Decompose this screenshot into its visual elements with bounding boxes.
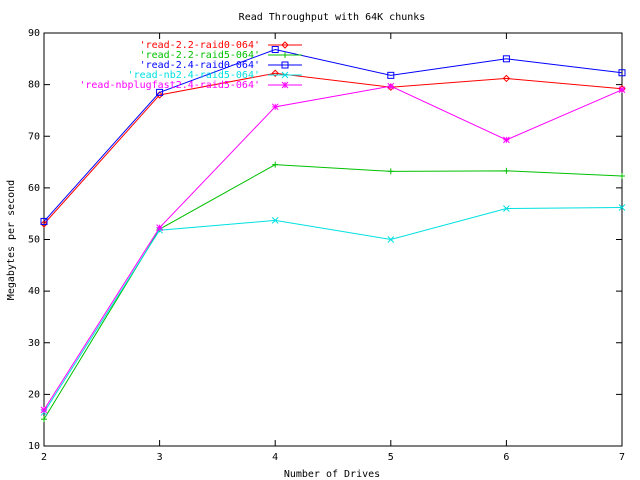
data-point: [271, 103, 279, 111]
y-tick-label: 60: [28, 183, 40, 194]
x-tick-label: 6: [503, 452, 509, 463]
series-line: [43, 72, 623, 225]
legend-label: 'read-nb2.4-raid5-064': [128, 70, 260, 81]
data-point: [387, 168, 394, 175]
data-point: [40, 406, 48, 414]
legend: 'read-2.2-raid0-064''read-2.2-raid5-064'…: [79, 40, 302, 91]
legend-marker: [281, 41, 289, 49]
legend-label: 'read-nbplugfast2.4-raid5-064': [79, 80, 260, 91]
y-tick-label: 90: [28, 28, 40, 39]
y-axis-label: Megabytes per second: [6, 180, 17, 300]
y-tick-label: 70: [28, 131, 40, 142]
legend-label: 'read-2.2-raid5-064': [140, 50, 260, 61]
y-tick-label: 40: [28, 286, 40, 297]
series-line: [43, 85, 623, 411]
data-point: [156, 88, 164, 96]
legend-marker: [281, 61, 289, 69]
y-tick-label: 10: [28, 441, 40, 452]
x-axis-label: Number of Drives: [284, 469, 380, 480]
data-point: [387, 71, 395, 79]
data-point: [271, 46, 279, 54]
data-point: [387, 236, 395, 243]
y-tick-label: 50: [28, 235, 40, 246]
legend-marker: [281, 81, 289, 89]
data-point: [271, 69, 279, 77]
x-tick-label: 2: [41, 452, 47, 463]
legend-marker: [281, 71, 289, 79]
data-point: [40, 217, 48, 225]
x-tick-label: 7: [619, 452, 625, 463]
data-point: [618, 86, 626, 94]
x-tick-label: 4: [272, 452, 278, 463]
data-point: [271, 217, 279, 224]
legend-label: 'read-2.2-raid0-064': [140, 40, 260, 51]
data-point: [156, 224, 163, 231]
y-tick-label: 80: [28, 80, 40, 91]
data-point: [618, 204, 626, 211]
data-point: [41, 416, 47, 423]
series-line: [43, 48, 623, 222]
series-group: [40, 46, 626, 423]
data-point: [619, 173, 625, 180]
data-point: [503, 167, 510, 174]
chart-title: Read Throughput with 64K chunks: [239, 12, 426, 23]
data-point: [40, 220, 48, 228]
y-tick-label: 20: [28, 389, 40, 400]
series-line: [43, 164, 623, 420]
data-point: [502, 74, 511, 83]
data-point: [387, 82, 395, 90]
x-tick-label: 3: [157, 452, 163, 463]
legend-label: 'read-2.4-raid0-064': [140, 60, 260, 71]
legend-marker: [282, 52, 288, 58]
series-line: [43, 206, 623, 413]
plot-frame: [43, 32, 623, 447]
data-point: [502, 55, 510, 63]
data-point: [503, 205, 510, 212]
data-point: [503, 136, 510, 144]
axis-ticks: 10 20 30 40 50 60 70 80 90 2 3 4 5 6 7: [28, 28, 625, 463]
data-point: [618, 69, 626, 77]
y-tick-label: 30: [28, 338, 40, 349]
x-tick-label: 5: [388, 452, 394, 463]
data-point: [272, 161, 279, 168]
